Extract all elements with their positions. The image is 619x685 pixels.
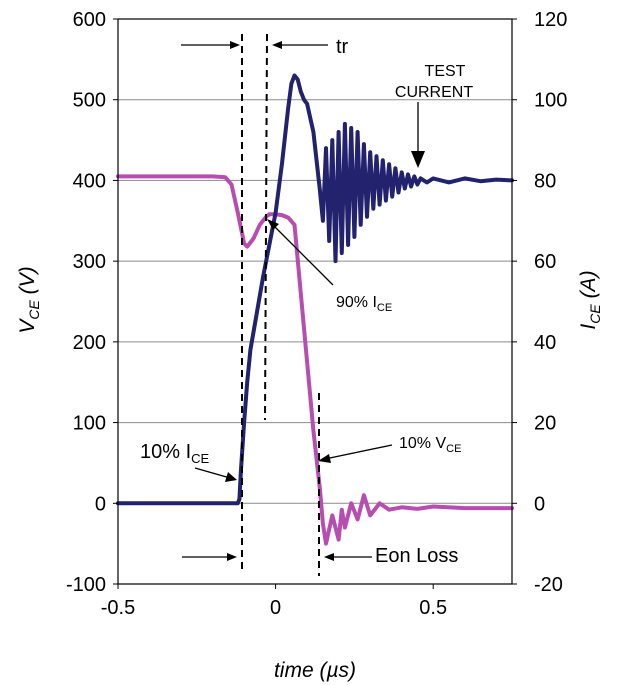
series-layer	[116, 73, 514, 546]
y-left-tick-label: 200	[73, 332, 106, 354]
tr-right-arrowhead	[272, 41, 282, 49]
i90-label: 90% ICE	[336, 294, 392, 314]
series-line-vce	[116, 174, 514, 546]
x-tick-label: 0	[270, 597, 281, 619]
y-axis-right-label: ICE (A)	[577, 270, 603, 329]
y-left-tick-label: 100	[73, 413, 106, 435]
eon-right-arrowhead	[324, 553, 334, 561]
y-right-tick-label: 40	[534, 332, 556, 354]
eon-loss-label: Eon Loss	[375, 545, 458, 567]
y-left-tick-label: 300	[73, 251, 106, 273]
dashed-marker-90pct-ice	[264, 33, 268, 421]
y-axis-left-label: VCE (V)	[16, 266, 42, 333]
y-right-tick-label: -20	[534, 574, 563, 596]
tick-labels: 6005004003002001000-100120100806040200-2…	[66, 9, 567, 619]
y-left-tick-label: 500	[73, 90, 106, 112]
y-right-tick-label: 20	[534, 413, 556, 435]
plot-frame	[117, 18, 513, 585]
test-current-arrowhead	[411, 151, 425, 168]
y-right-tick-label: 80	[534, 170, 556, 192]
v10-label: 10% VCE	[399, 435, 461, 455]
series-line-ice	[116, 73, 514, 506]
i10-label: 10% ICE	[140, 441, 210, 466]
x-tick-label: -0.5	[101, 597, 135, 619]
y-right-tick-label: 0	[534, 493, 545, 515]
x-tick-label: 0.5	[419, 597, 447, 619]
x-axis-label: time (µs)	[274, 659, 356, 682]
i90-arrowhead	[267, 219, 279, 230]
y-left-tick-label: -100	[66, 574, 106, 596]
eon-left-arrowhead	[227, 553, 237, 561]
y-right-tick-label: 100	[534, 90, 567, 112]
i90-arrow	[273, 225, 334, 286]
y-left-tick-label: 0	[95, 493, 106, 515]
tr-left-arrowhead	[230, 41, 240, 49]
v10-arrow	[324, 444, 393, 460]
v10-arrowhead	[318, 454, 331, 463]
test-current-label-line2: CURRENT	[395, 84, 473, 101]
y-right-tick-label: 60	[534, 251, 556, 273]
i10-arrow	[194, 467, 231, 479]
tr-label: tr	[336, 36, 349, 58]
test-current-label-line1: TEST	[425, 63, 466, 80]
y-left-tick-label: 600	[73, 9, 106, 31]
y-left-tick-label: 400	[73, 170, 106, 192]
i10-arrowhead	[225, 472, 237, 482]
y-right-tick-label: 120	[534, 9, 567, 31]
